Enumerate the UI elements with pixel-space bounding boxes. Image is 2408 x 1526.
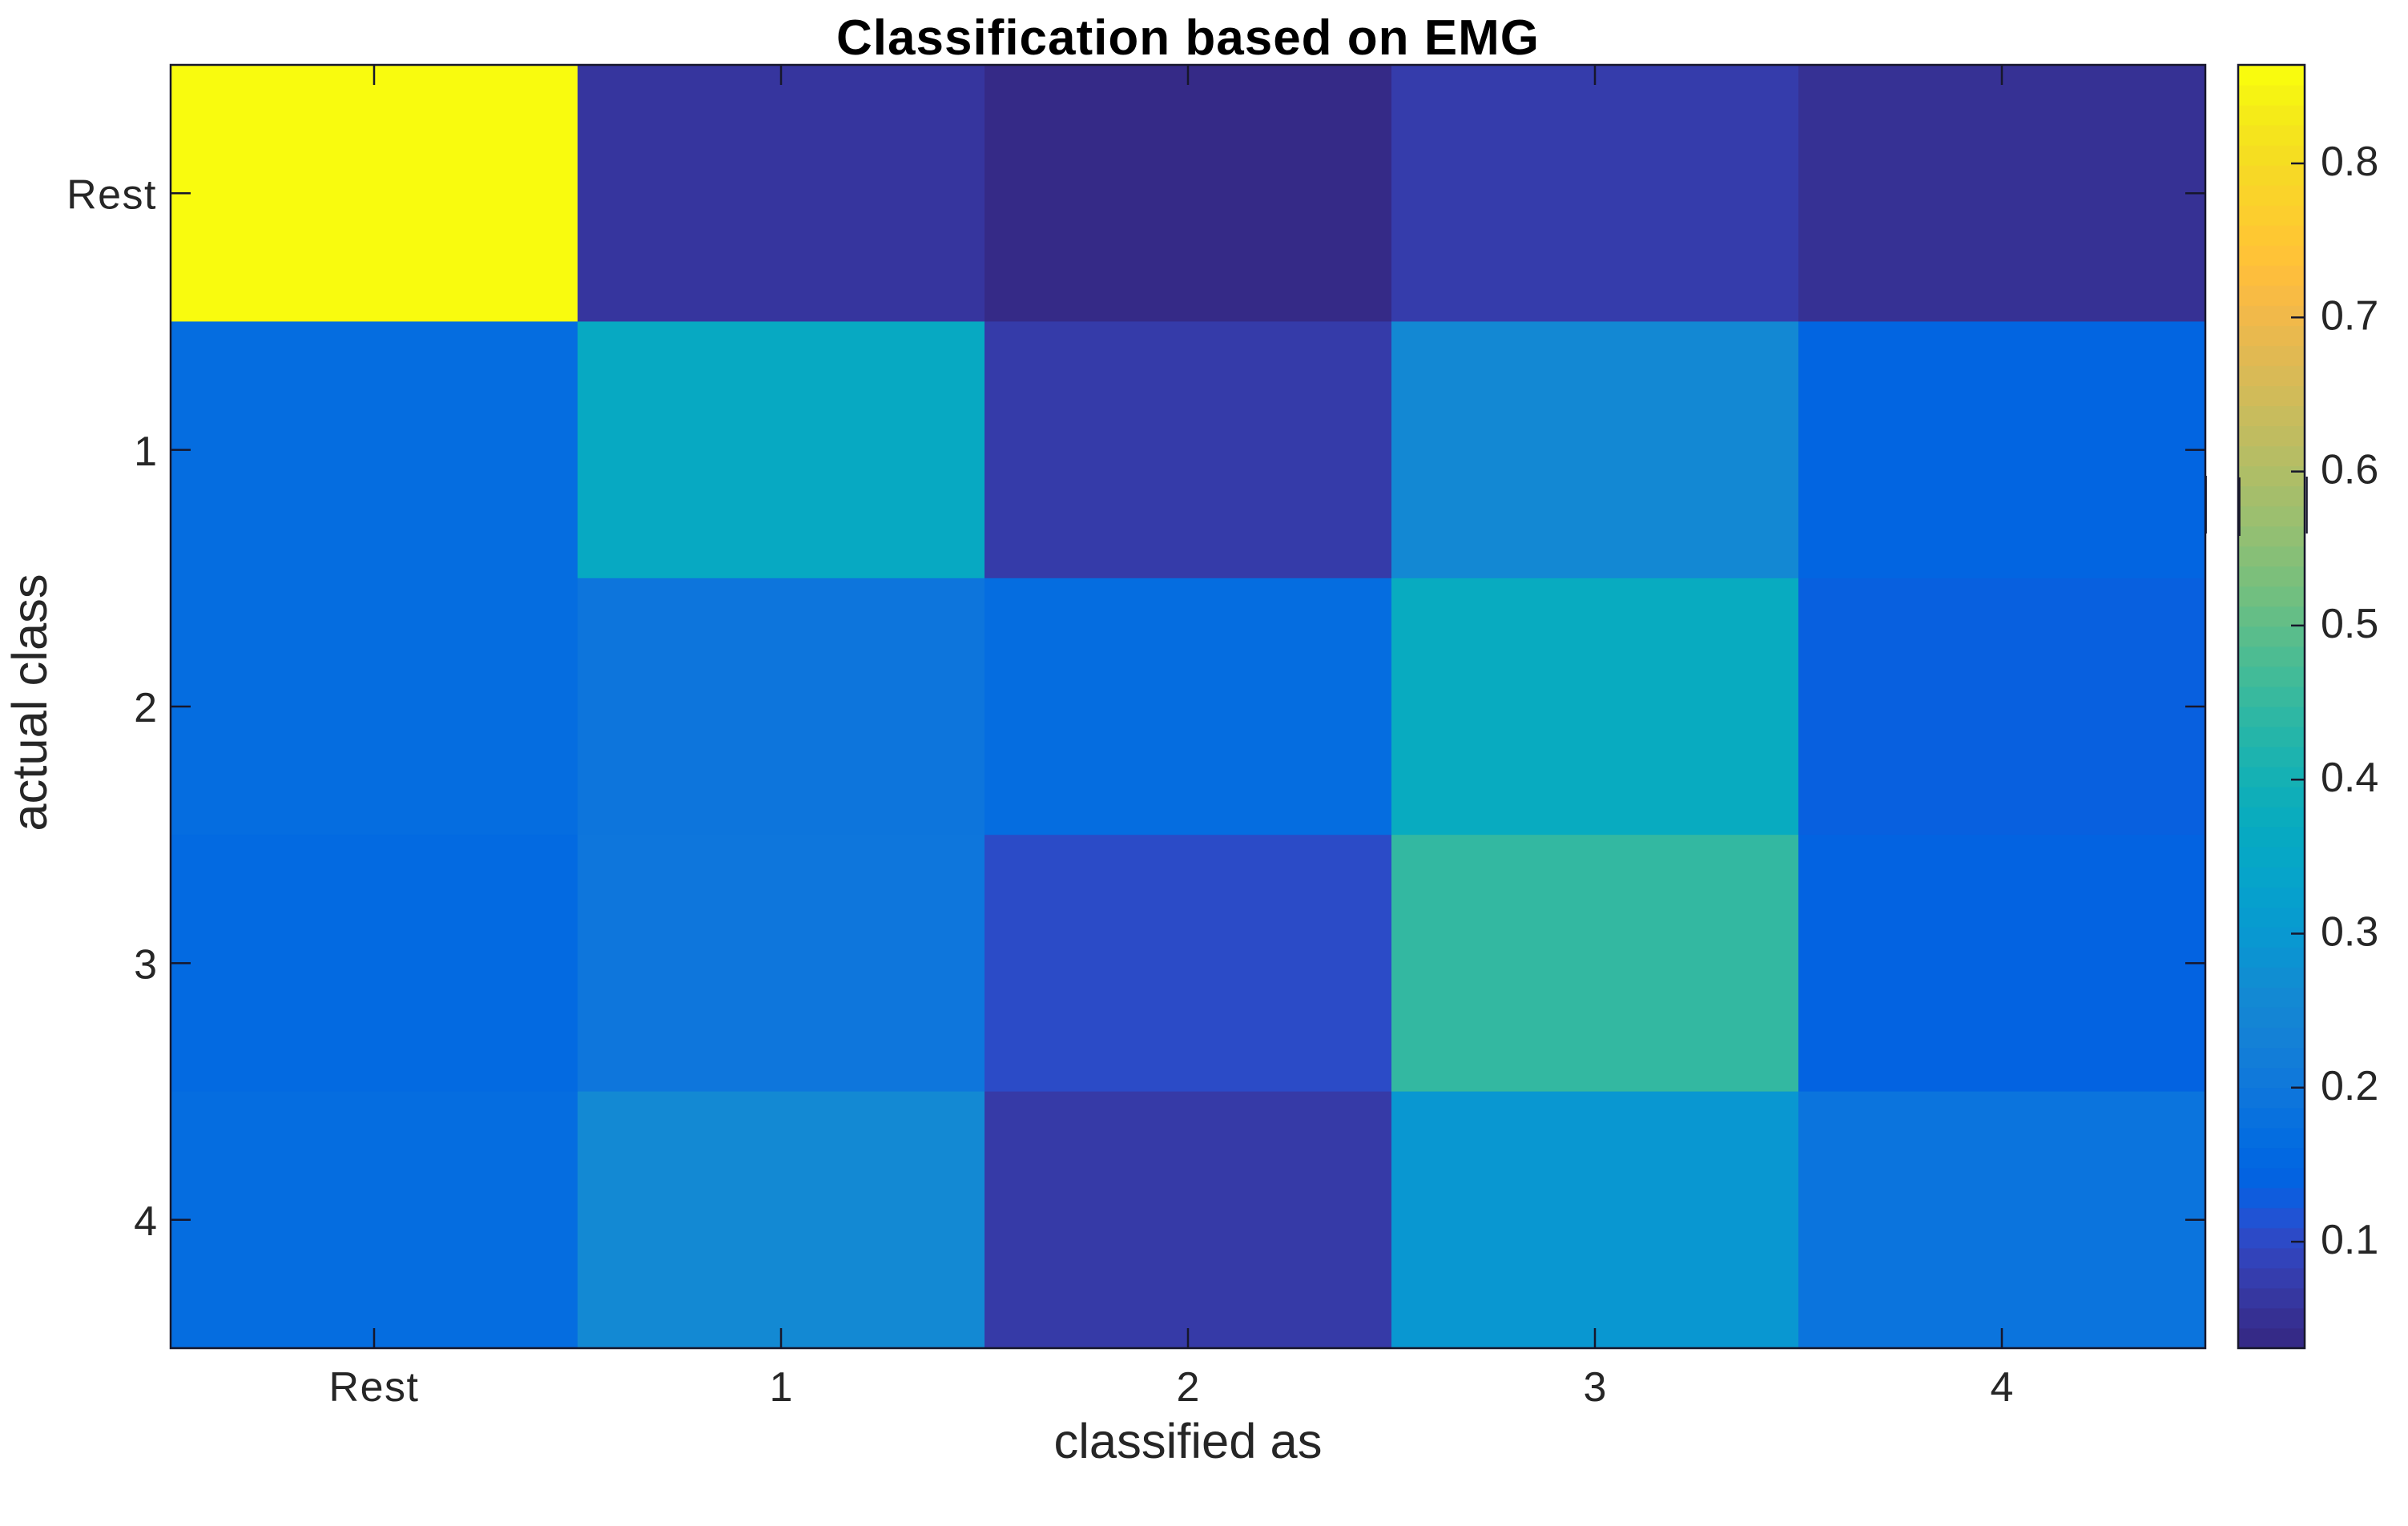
- svg-text:2: 2: [1177, 1364, 1200, 1411]
- svg-text:2: 2: [134, 685, 157, 731]
- svg-text:1: 1: [770, 1364, 793, 1411]
- svg-text:0.3: 0.3: [2321, 909, 2378, 956]
- svg-text:3: 3: [1584, 1364, 1607, 1411]
- svg-text:0.5: 0.5: [2321, 601, 2378, 647]
- svg-text:0.6: 0.6: [2321, 447, 2378, 493]
- svg-text:0.4: 0.4: [2321, 755, 2378, 801]
- svg-text:4: 4: [1991, 1364, 2014, 1411]
- svg-text:0.2: 0.2: [2321, 1063, 2378, 1109]
- svg-text:Classification based on EMG: Classification based on EMG: [836, 10, 1540, 66]
- svg-text:4: 4: [134, 1198, 157, 1245]
- svg-text:Rest: Rest: [329, 1364, 420, 1411]
- svg-text:0.8: 0.8: [2321, 139, 2378, 185]
- svg-text:1: 1: [134, 429, 157, 475]
- svg-text:actual class: actual class: [2, 574, 58, 831]
- svg-text:Rest: Rest: [66, 171, 157, 218]
- svg-text:classified as: classified as: [1054, 1414, 1323, 1469]
- svg-text:3: 3: [134, 942, 157, 988]
- svg-text:0.1: 0.1: [2321, 1217, 2378, 1263]
- svg-text:0.7: 0.7: [2321, 292, 2378, 339]
